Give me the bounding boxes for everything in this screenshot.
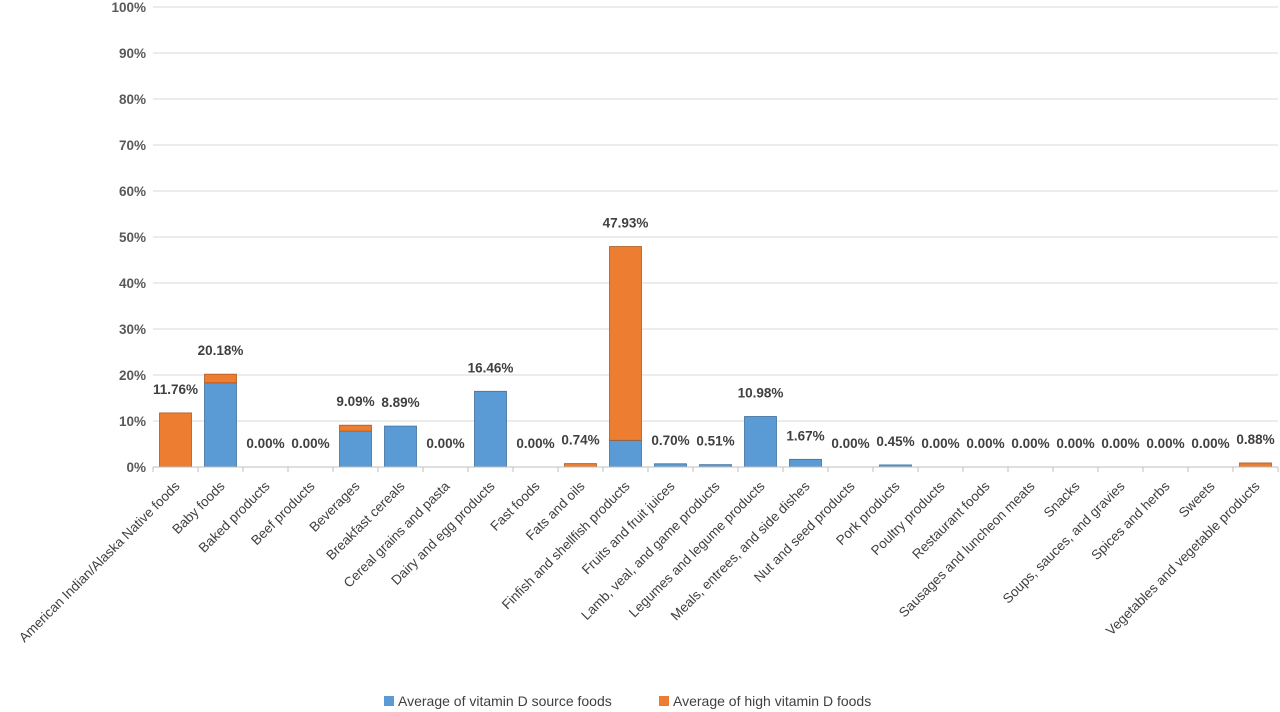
data-label: 1.67%: [786, 428, 824, 443]
data-label: 0.51%: [696, 434, 734, 449]
legend-swatch-vitamin-d-source: [384, 696, 394, 706]
x-category-label: Sweets: [1176, 478, 1218, 520]
bar-high-vitamin-d: [204, 373, 237, 384]
y-tick-label: 40%: [119, 276, 146, 291]
bar-vitamin-d-source: [339, 430, 372, 468]
data-labels: 11.76% 20.18% 0.00% 0.00% 9.09% 8.89% 0.00% 16.…: [153, 216, 1275, 451]
bar-vitamin-d-source: [789, 458, 822, 468]
data-label: 0.00%: [291, 436, 329, 451]
bar-high-vitamin-d: [339, 424, 372, 432]
y-axis-tick-labels: 0% 10% 20% 30% 40% 50% 60% 70% 80% 90% 100%: [111, 0, 146, 475]
data-label: 0.00%: [921, 436, 959, 451]
data-label: 0.00%: [246, 436, 284, 451]
y-tick-label: 10%: [119, 414, 146, 429]
legend: Average of vitamin D source foods Average…: [384, 693, 871, 709]
y-tick-label: 70%: [119, 138, 146, 153]
data-label: 0.00%: [966, 436, 1004, 451]
x-category-label: American Indian/Alaska Native foods: [16, 478, 183, 645]
data-label: 16.46%: [468, 360, 514, 375]
data-label: 0.00%: [1101, 436, 1139, 451]
x-axis: [152, 466, 1279, 472]
data-label: 0.00%: [1146, 436, 1184, 451]
data-label: 11.76%: [153, 382, 198, 397]
x-axis-category-labels: American Indian/Alaska Native foodsBaby …: [16, 478, 1263, 645]
data-label: 8.89%: [381, 395, 419, 410]
data-label: 0.74%: [561, 433, 599, 448]
data-label: 0.00%: [1056, 436, 1094, 451]
bar-vitamin-d-source: [474, 390, 507, 468]
y-tick-label: 50%: [119, 230, 146, 245]
y-tick-label: 20%: [119, 368, 146, 383]
data-label: 0.00%: [831, 436, 869, 451]
x-category-label: Snacks: [1041, 478, 1083, 520]
data-label: 10.98%: [738, 385, 784, 400]
bar-high-vitamin-d: [609, 246, 642, 441]
bars: [159, 246, 1272, 468]
legend-label: Average of vitamin D source foods: [398, 693, 612, 709]
data-label: 9.09%: [336, 394, 374, 409]
bar-high-vitamin-d: [159, 412, 192, 468]
gridlines: [153, 6, 1278, 422]
data-label: 20.18%: [198, 343, 244, 358]
y-tick-label: 60%: [119, 184, 146, 199]
bar-vitamin-d-source: [204, 382, 237, 468]
bar-high-vitamin-d: [1239, 462, 1272, 468]
data-label: 0.88%: [1236, 432, 1274, 447]
bar-high-vitamin-d: [564, 463, 597, 468]
data-label: 0.00%: [1191, 436, 1229, 451]
x-category-label: Restaurant foods: [909, 478, 992, 561]
y-tick-label: 0%: [126, 460, 146, 475]
legend-swatch-high-vitamin-d: [659, 696, 669, 706]
y-tick-label: 90%: [119, 46, 146, 61]
data-label: 0.00%: [516, 436, 554, 451]
x-category-label: Breakfast cereals: [323, 478, 408, 563]
bar-vitamin-d-source: [384, 425, 417, 468]
bar-vitamin-d-source: [744, 416, 777, 468]
y-tick-label: 30%: [119, 322, 146, 337]
x-category-label: Spices and herbs: [1088, 478, 1173, 563]
data-label: 0.70%: [651, 433, 689, 448]
data-label: 47.93%: [603, 216, 649, 231]
data-label: 0.45%: [876, 434, 914, 449]
data-label: 0.00%: [426, 436, 464, 451]
y-tick-label: 100%: [111, 0, 146, 15]
y-tick-label: 80%: [119, 92, 146, 107]
legend-label: Average of high vitamin D foods: [673, 693, 871, 709]
data-label: 0.00%: [1011, 436, 1049, 451]
bar-vitamin-d-source: [609, 439, 642, 468]
